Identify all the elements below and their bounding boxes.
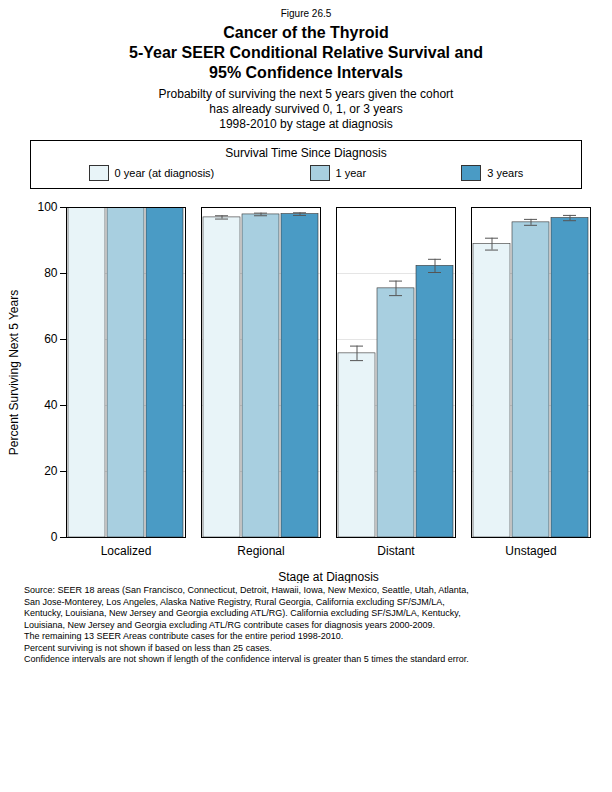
html-text:Percent surviving is not shown: Percent surviving is not shown if based …	[24, 642, 272, 653]
svg-text:Percent Surviving Next 5 Years: Percent Surviving Next 5 Years	[7, 290, 21, 455]
html-text:Probabilty of surviving the ne: Probabilty of surviving the next 5 years…	[158, 87, 454, 101]
html-text:San Jose-Monterey, Los Angeles: San Jose-Monterey, Los Angeles, Alaska N…	[24, 596, 445, 607]
html-text:1 year: 1 year	[335, 167, 367, 179]
svg-text:60: 60	[44, 332, 58, 346]
html-text:Figure 26.5: Figure 26.5	[280, 8, 332, 19]
html-text:0 year (at diagnosis): 0 year (at diagnosis)	[114, 167, 215, 179]
html-text:Kentucky, Louisiana, New Jerse: Kentucky, Louisiana, New Jersey and Geor…	[24, 608, 461, 618]
html-text:has already survived 0, 1, or: has already survived 0, 1, or 3 years	[209, 102, 403, 116]
html-text:Louisiana, New Jersey and Geor: Louisiana, New Jersey and Georgia exclud…	[24, 619, 436, 630]
svg-text:Localized: Localized	[101, 544, 152, 558]
svg-text:0: 0	[51, 530, 58, 544]
html-text:5-Year SEER Conditional Relati: 5-Year SEER Conditional Relative Surviva…	[129, 44, 483, 61]
html-text:The remaining 13 SEER Areas co: The remaining 13 SEER Areas contribute c…	[24, 631, 344, 641]
html-text:3 years: 3 years	[487, 167, 524, 179]
svg-text:Stage at Diagnosis: Stage at Diagnosis	[278, 570, 379, 584]
svg-text:20: 20	[44, 464, 58, 478]
svg-text:100: 100	[37, 200, 57, 214]
svg-text:Unstaged: Unstaged	[505, 544, 556, 558]
svg-text:40: 40	[44, 398, 58, 412]
html-text:Source: SEER 18 areas (San Fra: Source: SEER 18 areas (San Francisco, Co…	[24, 585, 469, 595]
html-text:Survival Time Since Diagnosis: Survival Time Since Diagnosis	[225, 146, 387, 160]
svg-text:Distant: Distant	[377, 544, 415, 558]
html-text:Cancer of the Thyroid: Cancer of the Thyroid	[223, 24, 389, 41]
html-text:95% Confidence Intervals: 95% Confidence Intervals	[209, 64, 403, 81]
html-text:Confidence intervals are not s: Confidence intervals are not shown if le…	[24, 654, 469, 664]
svg-text:Regional: Regional	[237, 544, 284, 558]
svg-text:80: 80	[44, 266, 58, 280]
html-text:1998-2010 by stage at diagnosi: 1998-2010 by stage at diagnosis	[219, 117, 393, 131]
